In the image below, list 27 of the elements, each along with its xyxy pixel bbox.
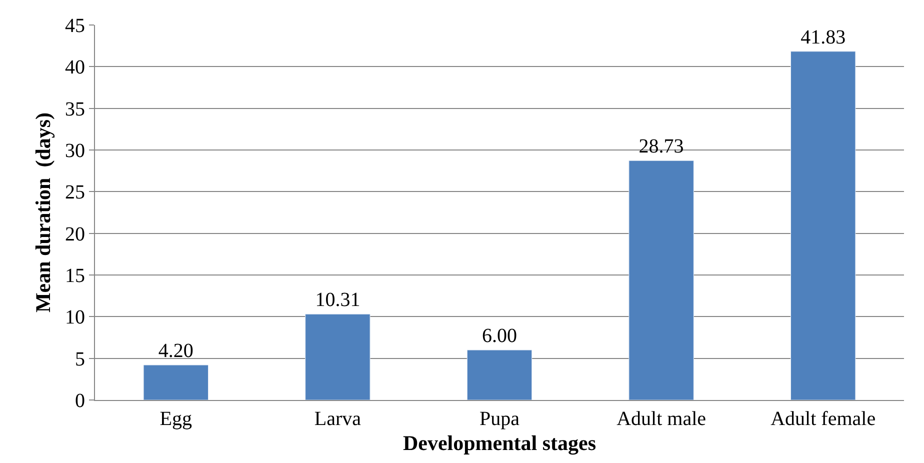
x-tick-label: Pupa: [480, 408, 520, 430]
x-tick-label: Adult female: [770, 408, 876, 430]
bar: [628, 160, 694, 400]
y-tick-label: 40: [65, 56, 85, 79]
y-tick-label: 25: [65, 182, 85, 204]
x-tick-label: Egg: [160, 408, 192, 430]
bar: [305, 314, 370, 400]
y-axis-title: Mean duration (days): [31, 112, 56, 313]
bar: [466, 350, 532, 400]
y-tick-label: 5: [75, 348, 85, 370]
x-tick-label: Larva: [314, 408, 362, 430]
y-tick-label: 0: [75, 390, 85, 412]
y-tick-label: 35: [65, 98, 85, 120]
data-label: 28.73: [638, 136, 684, 158]
bar: [143, 364, 209, 400]
data-label: 10.31: [315, 289, 360, 312]
data-label: 4.20: [158, 340, 194, 362]
x-tick-label: Adult male: [616, 408, 706, 430]
bar: [790, 51, 856, 400]
y-tick-label: 10: [65, 306, 85, 329]
data-label: 6.00: [482, 325, 517, 347]
y-tick-label: 20: [65, 223, 85, 246]
x-axis-title: Developmental stages: [402, 431, 596, 456]
y-tick-label: 45: [65, 15, 85, 37]
data-label: 41.83: [800, 26, 846, 48]
y-tick-label: 15: [65, 265, 85, 287]
y-tick-label: 30: [65, 140, 85, 162]
